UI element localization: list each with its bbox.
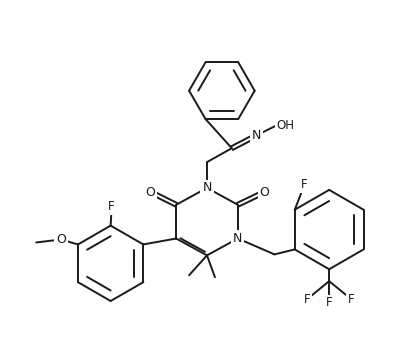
Text: O: O (145, 186, 155, 199)
Text: F: F (301, 178, 308, 191)
Text: N: N (233, 232, 243, 245)
Text: O: O (260, 186, 269, 199)
Text: N: N (202, 181, 212, 194)
Text: F: F (108, 200, 115, 213)
Text: N: N (252, 129, 261, 142)
Text: O: O (56, 233, 66, 246)
Text: F: F (304, 293, 311, 306)
Text: F: F (326, 296, 332, 309)
Text: OH: OH (276, 119, 295, 132)
Text: F: F (348, 293, 354, 306)
